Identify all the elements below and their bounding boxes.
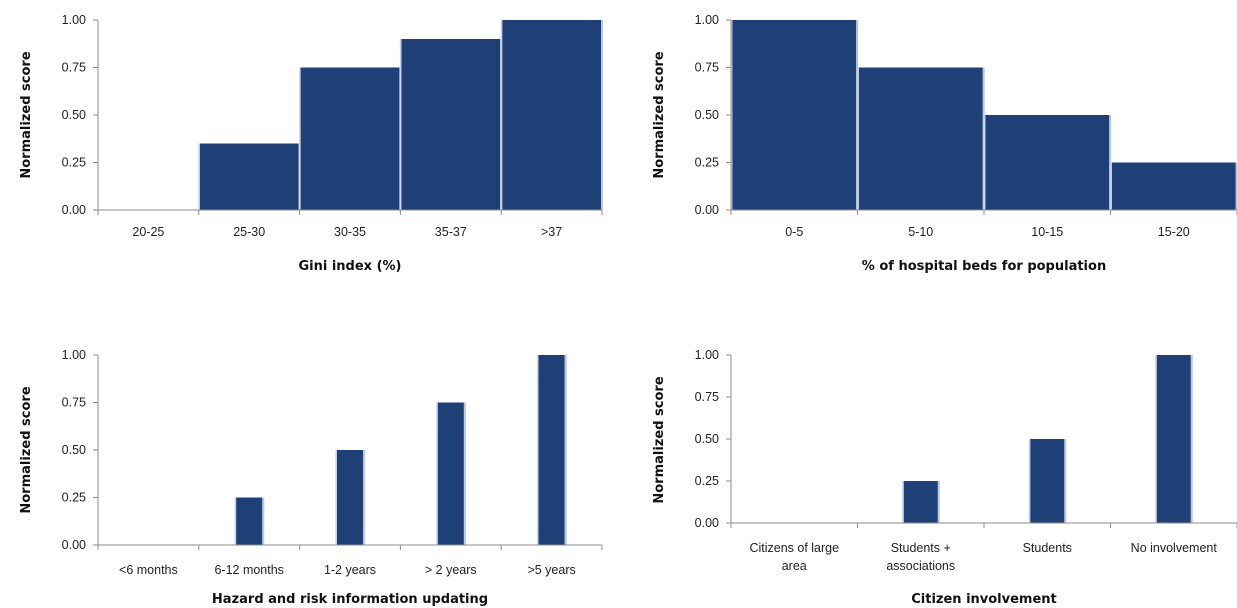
bar-edge [198, 143, 200, 210]
bar [1111, 162, 1236, 210]
x-tick-label: <6 months [119, 563, 178, 577]
y-tick-label: 0.00 [695, 516, 719, 530]
bar [858, 67, 983, 210]
x-tick-label: Citizens of large area [749, 541, 839, 573]
y-tick-label: 0.25 [695, 474, 719, 488]
y-tick-label: 0.00 [62, 538, 86, 552]
x-axis-title: Citizen involvement [911, 592, 1057, 607]
bar-edge [463, 402, 466, 545]
bar-edge [363, 450, 366, 545]
bar-edge [1109, 115, 1112, 210]
x-tick-label: 30-35 [334, 225, 366, 239]
x-tick-label: No involvement [1131, 541, 1218, 555]
bar-edge [234, 497, 237, 545]
y-axis-title: Normalized score [19, 386, 34, 513]
y-tick-label: 0.75 [62, 396, 86, 410]
chart-2: 0.00 0.25 0.50 0.75 1.00 0-5 5-10 10-15 15-20 % o… [652, 13, 1237, 274]
bar-edge [937, 481, 940, 523]
bar [1030, 439, 1065, 523]
x-tick-label: 1-2 years [324, 563, 376, 577]
y-tick-label: 0.00 [695, 203, 719, 217]
bar [985, 115, 1110, 210]
y-tick-label: 0.50 [695, 108, 719, 122]
x-axis-title: % of hospital beds for population [862, 259, 1106, 274]
bar [538, 355, 565, 545]
bar [336, 450, 364, 545]
bar-edge [335, 450, 337, 545]
bar-edge [857, 67, 859, 210]
bar [732, 20, 857, 210]
x-tick-label: 35-37 [435, 225, 467, 239]
x-tick-label: 10-15 [1031, 225, 1063, 239]
x-tick-label: >37 [541, 225, 562, 239]
bar-edge [564, 355, 567, 545]
bar-edge [601, 20, 603, 210]
y-tick-label: 1.00 [62, 13, 86, 27]
bar-edge [982, 67, 985, 210]
x-axis-title: Gini index (%) [298, 259, 401, 274]
x-tick-label: Students + associations [886, 541, 955, 573]
bar [401, 39, 501, 210]
x-tick-label: 5-10 [908, 225, 933, 239]
x-axis-title: Hazard and risk information updating [212, 592, 488, 607]
bar [300, 67, 400, 210]
x-tick-label: > 2 years [425, 563, 477, 577]
bar [437, 402, 464, 545]
bar-edge [1235, 162, 1237, 210]
y-tick-label: 0.75 [695, 390, 719, 404]
bar-edge [730, 20, 733, 210]
chart-4: 0.00 0.25 0.50 0.75 1.00 Citizens of large are… [652, 348, 1237, 607]
chart-3: 0.00 0.25 0.50 0.75 1.00 <6 months 6-12 months… [19, 348, 603, 607]
x-tick-label: >5 years [527, 563, 575, 577]
y-tick-label: 0.75 [695, 61, 719, 75]
bar-edge [902, 481, 904, 523]
y-tick-label: 1.00 [62, 348, 86, 362]
y-tick-label: 0.25 [62, 156, 86, 170]
y-axis-title: Normalized score [652, 376, 667, 503]
x-tick-label: 6-12 months [214, 563, 283, 577]
bar-edge [856, 20, 859, 210]
bar-edge [262, 497, 265, 545]
x-tick-label: 20-25 [132, 225, 164, 239]
y-tick-label: 0.75 [62, 61, 86, 75]
bar-edge [1190, 355, 1193, 523]
bar [236, 497, 263, 545]
bar [199, 143, 299, 210]
bar-edge [983, 115, 986, 210]
y-tick-label: 0.00 [62, 203, 86, 217]
y-tick-label: 0.50 [695, 432, 719, 446]
y-tick-label: 1.00 [695, 13, 719, 27]
y-tick-label: 0.25 [62, 491, 86, 505]
bar-edge [537, 355, 539, 545]
y-tick-label: 0.50 [62, 108, 86, 122]
bar-edge [1110, 162, 1112, 210]
bar-edge [1155, 355, 1157, 523]
y-axis-title: Normalized score [652, 51, 667, 178]
bar [903, 481, 938, 523]
y-tick-label: 0.50 [62, 443, 86, 457]
bar-edge [1064, 439, 1067, 523]
chart-1: 0.00 0.25 0.50 0.75 1.00 20-25 25-30 30-35 35-37… [19, 13, 603, 274]
bar-edge [436, 402, 438, 545]
x-tick-label: 25-30 [233, 225, 265, 239]
y-axis-title: Normalized score [19, 51, 34, 178]
bar [502, 20, 601, 210]
bar-edge [299, 67, 301, 210]
bar [1156, 355, 1191, 523]
x-tick-label: 15-20 [1158, 225, 1190, 239]
y-tick-label: 1.00 [695, 348, 719, 362]
bar-edge [1028, 439, 1031, 523]
bar-edge [399, 39, 402, 210]
y-tick-label: 0.25 [695, 156, 719, 170]
bar-edge [500, 20, 503, 210]
x-tick-label: 0-5 [785, 225, 803, 239]
x-tick-label: Students [1023, 541, 1072, 555]
